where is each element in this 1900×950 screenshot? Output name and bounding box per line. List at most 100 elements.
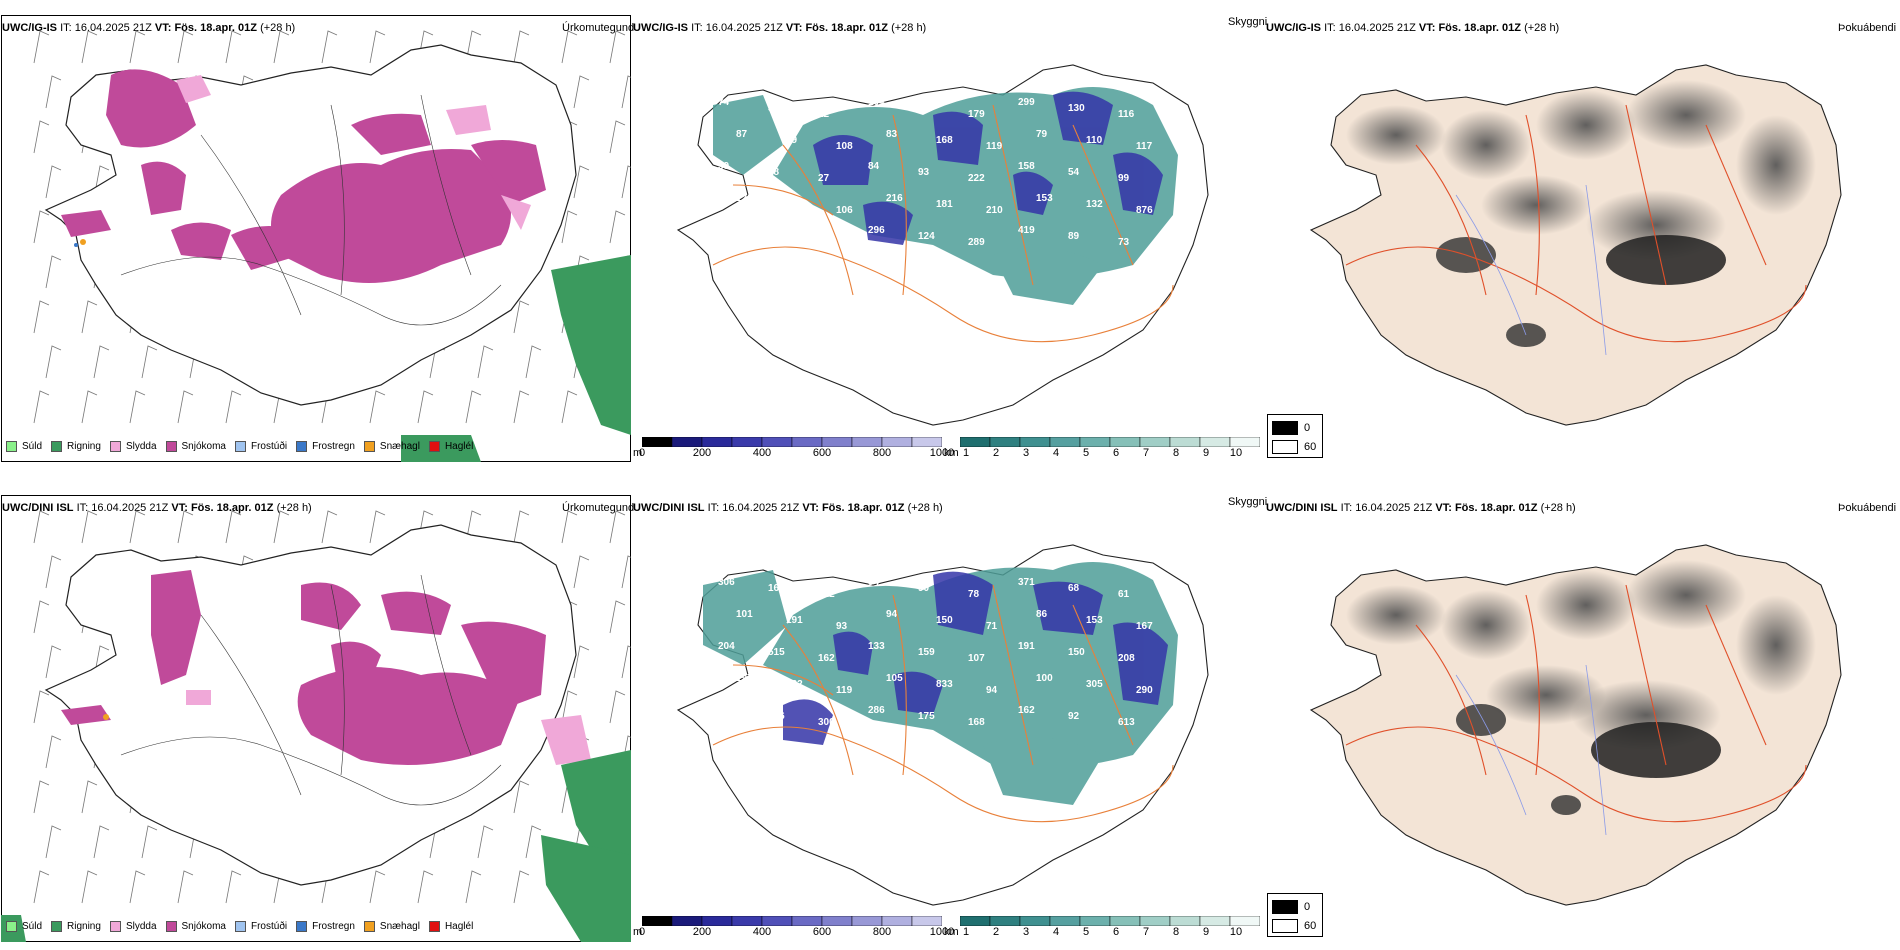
cloud-base-value: 68 xyxy=(768,167,780,178)
colorbar-segment xyxy=(701,916,733,926)
legend-item: Snæhagl xyxy=(363,920,420,932)
precip-sleet xyxy=(176,75,531,230)
cloud-base-value: 153 xyxy=(1086,615,1103,626)
cloud-base-value: 122 xyxy=(786,679,803,690)
panel-header-precip-1: UWC/IG-IS IT: 16.04.2025 21Z VT: Fös. 18… xyxy=(2,22,296,34)
wind-barb xyxy=(369,390,386,424)
legend-item: Snæhagl xyxy=(363,440,420,452)
road-lines xyxy=(120,94,502,326)
cloud-base-value: 94 xyxy=(868,577,880,588)
cloud-base-value: 73 xyxy=(1118,237,1130,248)
wind-barb xyxy=(129,870,146,904)
wind-barb xyxy=(81,510,98,544)
wind-barb xyxy=(561,690,578,724)
colorbar-tick-label: 2 xyxy=(992,447,1000,459)
wind-barb xyxy=(81,780,98,814)
wind-barb xyxy=(93,345,110,379)
cloud-base-value: 94 xyxy=(986,685,998,696)
visibility-ticks-2: 1 2 3 4 5 6 7 8 9 10 xyxy=(960,926,1260,940)
colorbar-tick-label: 7 xyxy=(1142,447,1150,459)
fog-swatch xyxy=(1272,919,1298,933)
cloud-base-value: 208 xyxy=(1118,653,1135,664)
panel-header-precip-2: UWC/DINI ISL IT: 16.04.2025 21Z VT: Fös.… xyxy=(2,502,312,514)
cloud-base-value: 210 xyxy=(986,205,1003,216)
legend-swatch xyxy=(109,920,121,932)
colorbar-tick-label: 6 xyxy=(1112,926,1120,938)
wind-barb xyxy=(369,30,386,64)
cloud-base-value: 204 xyxy=(718,641,735,652)
cloud-base-value: 89 xyxy=(1068,231,1080,242)
legend-item: Slydda xyxy=(109,920,157,932)
colorbar-tick-label: 9 xyxy=(1202,447,1210,459)
wind-barb xyxy=(465,870,482,904)
panel-title-fog-2: Þokuábendi xyxy=(1838,502,1897,514)
wind-barb xyxy=(477,825,494,859)
colorbar-segment xyxy=(911,916,942,926)
legend-item: Frostúði xyxy=(234,920,287,932)
wind-barb xyxy=(561,390,578,424)
wind-barb xyxy=(573,75,590,109)
cloud-base-value: 300 xyxy=(818,717,835,728)
cloud-base-value: 175 xyxy=(918,711,935,722)
cloud-base-value: 352 xyxy=(768,231,785,242)
cloud-base-value: 54 xyxy=(1068,167,1080,178)
wind-barb xyxy=(45,345,62,379)
cloud-base-value: 162 xyxy=(1018,705,1035,716)
row-2: UWC/DINI ISL IT: 16.04.2025 21Z VT: Fös.… xyxy=(0,475,1900,950)
wind-barb xyxy=(129,30,146,64)
colorbar-segment xyxy=(1139,916,1171,926)
wind-barb xyxy=(561,510,578,544)
colorbar-tick-label: 10 xyxy=(1229,926,1243,938)
cloud-base-value: 106 xyxy=(836,205,853,216)
cloud-base-value: 613 xyxy=(1118,717,1135,728)
colorbar-segment xyxy=(1079,916,1111,926)
colorbar-segment xyxy=(881,916,913,926)
legend-item: Frostregn xyxy=(296,440,355,452)
wind-barb xyxy=(177,510,194,544)
legend-swatch xyxy=(296,920,308,932)
legend-item: Súld xyxy=(6,440,42,452)
colorbar-segment xyxy=(960,916,991,926)
colorbar-tick-label: 4 xyxy=(1052,447,1060,459)
cloud-base-value: 101 xyxy=(736,609,753,620)
cloud-base-value: 515 xyxy=(768,647,785,658)
cloud-base-value: 307 xyxy=(768,103,785,114)
precip-snow xyxy=(61,570,546,765)
wind-barb xyxy=(33,780,50,814)
colorbar-tick-label: 6 xyxy=(1112,447,1120,459)
colorbar-tick-label: 600 xyxy=(812,926,832,938)
wind-barb xyxy=(141,345,158,379)
visibility-map-1: 74 307 22 104 95 179 299 130 116 87 89 108 83 168 119 7… xyxy=(676,64,1209,426)
colorbar-segment xyxy=(642,437,673,447)
colorbar-segment xyxy=(821,916,853,926)
fog-swatch xyxy=(1272,900,1298,914)
cloud-base-value: 87 xyxy=(736,129,748,140)
colorbar-tick-label: 800 xyxy=(872,926,892,938)
colorbar-segment xyxy=(731,437,763,447)
cloud-base-value: 159 xyxy=(918,647,935,658)
legend-swatch xyxy=(296,440,308,452)
colorbar-segment xyxy=(642,916,673,926)
colorbar-tick-label: 1 xyxy=(962,926,970,938)
colorbar-segment xyxy=(761,437,793,447)
colorbar-tick-label: 5 xyxy=(1082,926,1090,938)
fog-legend-row: 0 xyxy=(1272,900,1310,914)
wind-barb xyxy=(465,510,482,544)
wind-barb xyxy=(621,75,631,109)
colorbar-tick-label: 4 xyxy=(1052,926,1060,938)
wind-barb xyxy=(45,75,62,109)
wind-barb xyxy=(33,210,50,244)
colorbar-tick-label: 0 xyxy=(638,926,646,938)
cloud-base-value: 39 xyxy=(718,161,730,172)
wind-barb xyxy=(45,255,62,289)
colorbar-segment xyxy=(1109,916,1141,926)
cloud-base-value: 191 xyxy=(1018,641,1035,652)
wind-barb xyxy=(33,30,50,64)
precip-map-frame-1 xyxy=(1,15,631,462)
wind-barb xyxy=(609,120,626,154)
cloud-base-value: 306 xyxy=(718,577,735,588)
wind-barb xyxy=(81,30,98,64)
cloud-base-value: 116 xyxy=(1118,109,1135,120)
cloud-base-value: 162 xyxy=(768,583,785,594)
colorbar-tick-label: 1000 xyxy=(929,926,955,938)
